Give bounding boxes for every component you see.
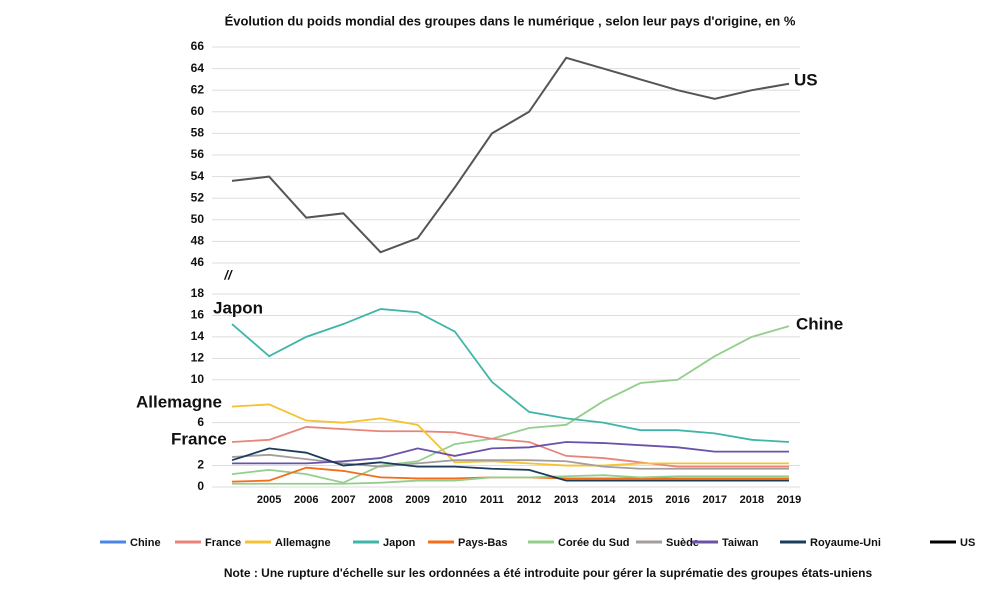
y-tick-label: 18 [191, 286, 205, 300]
x-tick-label: 2017 [702, 494, 726, 506]
x-tick-label: 2013 [554, 494, 578, 506]
y-tick-label: 6 [197, 415, 204, 429]
legend-label: US [960, 537, 975, 549]
series-line [231, 453, 789, 470]
chart-title: Évolution du poids mondial des groupes d… [225, 13, 796, 28]
y2-tick-label: 56 [191, 147, 205, 161]
legend-label: Chine [130, 537, 161, 549]
legend-label: Corée du Sud [558, 537, 630, 549]
legend-label: Suède [666, 537, 699, 549]
y2-tick-label: 50 [191, 212, 205, 226]
series-annotation: Japon [213, 298, 263, 317]
x-tick-label: 2015 [628, 494, 652, 506]
x-tick-label: 2009 [405, 494, 429, 506]
y2-tick-label: 52 [191, 190, 205, 204]
x-tick-label: 2008 [368, 494, 392, 506]
x-tick-label: 2005 [257, 494, 281, 506]
legend-label: Taiwan [722, 537, 759, 549]
y-tick-label: 12 [191, 351, 205, 365]
x-tick-label: 2006 [294, 494, 318, 506]
series-line [231, 56, 790, 254]
y-tick-label: 0 [197, 479, 204, 493]
x-tick-label: 2010 [443, 494, 467, 506]
legend-label: Royaume-Uni [810, 537, 881, 549]
y2-tick-label: 60 [191, 104, 205, 118]
x-tick-label: 2018 [740, 494, 764, 506]
series-line [232, 441, 789, 465]
legend-label: Japon [383, 537, 416, 549]
series-annotation: Allemagne [136, 392, 222, 411]
y2-tick-label: 62 [191, 82, 205, 96]
series-line [232, 474, 789, 485]
series-line [231, 426, 789, 468]
x-tick-label: 2014 [591, 494, 616, 506]
y2-tick-label: 46 [191, 255, 205, 269]
y-tick-label: 14 [191, 329, 205, 343]
legend-label: Pays-Bas [458, 537, 508, 549]
series-line [231, 447, 789, 482]
x-tick-label: 2019 [777, 494, 801, 506]
series-line [231, 325, 790, 484]
x-tick-label: 2012 [517, 494, 541, 506]
axis-break: // [223, 267, 233, 282]
x-tick-label: 2011 [480, 494, 504, 506]
legend-label: Allemagne [275, 537, 331, 549]
y2-tick-label: 54 [191, 169, 205, 183]
y-tick-label: 16 [191, 308, 205, 322]
y2-tick-label: 66 [191, 39, 205, 53]
y2-tick-label: 58 [191, 126, 205, 140]
series-annotation: Chine [796, 314, 843, 333]
series-line [231, 403, 789, 467]
y2-tick-label: 64 [191, 61, 205, 75]
x-tick-label: 2007 [331, 494, 355, 506]
y2-tick-label: 48 [191, 234, 205, 248]
y-tick-label: 10 [191, 372, 205, 386]
legend-label: France [205, 537, 241, 549]
series-annotation: US [794, 70, 818, 89]
note: Note : Une rupture d'échelle sur les ord… [224, 566, 873, 580]
series-line [231, 308, 790, 443]
series-annotation: France [171, 429, 227, 448]
y-tick-label: 2 [197, 458, 204, 472]
x-tick-label: 2016 [665, 494, 689, 506]
